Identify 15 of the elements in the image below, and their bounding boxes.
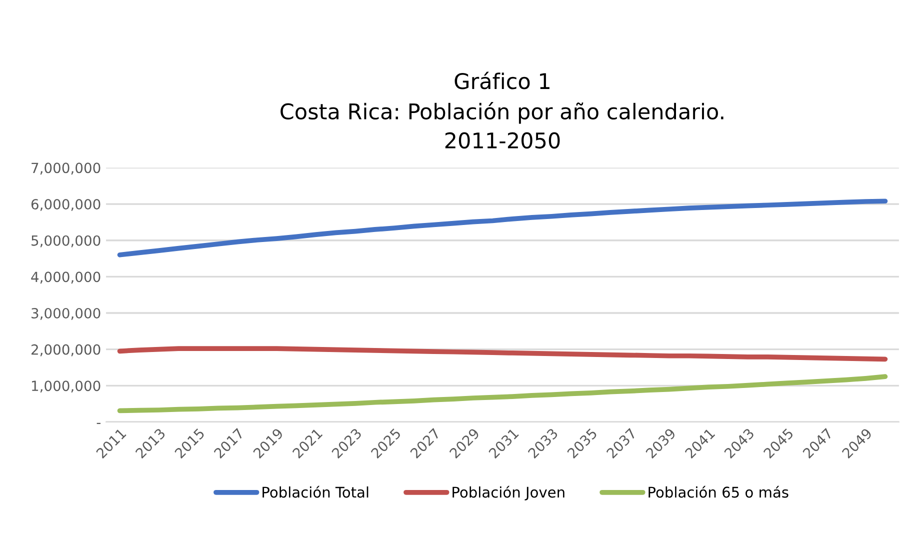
y-tick-label: 5,000,000 — [32, 235, 100, 248]
legend-label: Población Joven — [452, 486, 564, 500]
line-series — [117, 198, 888, 258]
y-tick-label: 2,000,000 — [32, 344, 100, 356]
line-series — [117, 346, 888, 362]
y-tick-label: 3,000,000 — [32, 308, 100, 320]
y-tick-label: 6,000,000 — [31, 199, 100, 211]
legend-label: Población Total — [262, 486, 368, 498]
legend-label: Población 65 o más — [648, 486, 788, 498]
y-tick-label: 4,000,000 — [31, 272, 100, 284]
chart-title: Gráfico 1 Costa Rica: Población por año calendario. 2011-2050 — [280, 72, 724, 149]
y-tick-label: 1,000,000 — [32, 380, 100, 393]
y-tick-label: - — [96, 422, 100, 424]
y-tick-label: 7,000,000 — [32, 162, 100, 175]
line-series — [117, 374, 888, 414]
